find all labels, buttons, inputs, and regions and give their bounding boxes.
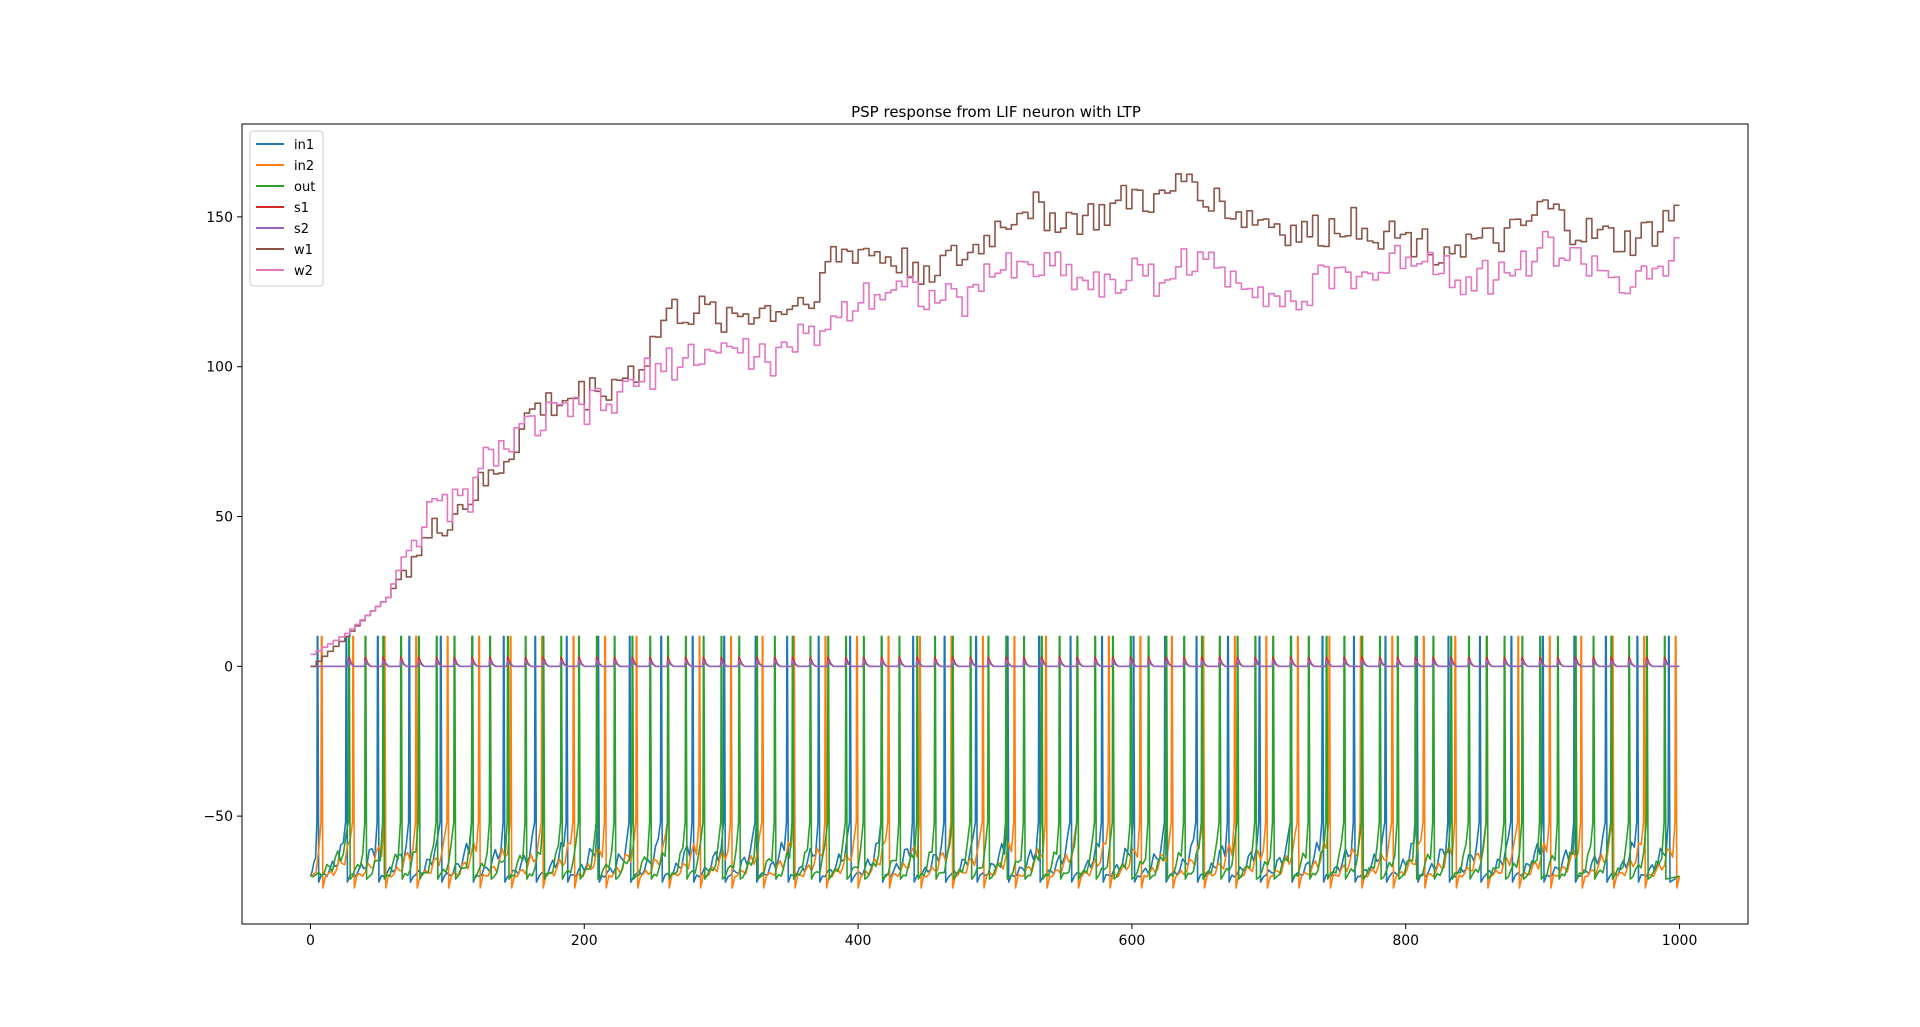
- x-tick-label: 1000: [1662, 933, 1698, 949]
- legend-label-s2: s2: [294, 222, 309, 237]
- legend-label-s1: s1: [294, 201, 309, 216]
- plot-series: [309, 173, 1681, 889]
- y-tick-label: −50: [203, 809, 233, 825]
- series-line-s2: [310, 659, 1680, 668]
- y-tick-label: 50: [215, 510, 233, 526]
- legend-label-in2: in2: [294, 159, 314, 174]
- x-tick-label: 800: [1392, 933, 1419, 949]
- series-line-out: [310, 635, 1680, 880]
- x-tick-label: 200: [571, 933, 598, 949]
- chart-title: PSP response from LIF neuron with LTP: [851, 103, 1141, 121]
- legend-label-out: out: [294, 180, 315, 195]
- series-line-w1: [310, 173, 1680, 668]
- x-tick-label: 400: [845, 933, 872, 949]
- legend-label-w1: w1: [294, 243, 313, 258]
- series-line-in2: [310, 635, 1681, 889]
- x-tick-label: 0: [306, 933, 315, 949]
- legend-label-w2: w2: [294, 264, 313, 279]
- axes: 0 200 400 600 800 1000 −50 0 50 100 150: [203, 210, 1697, 949]
- legend-label-in1: in1: [294, 138, 314, 153]
- series-line-w2: [310, 230, 1680, 656]
- y-tick-label: 0: [224, 659, 233, 675]
- y-tick-label: 150: [206, 210, 233, 226]
- plot-frame: [241, 123, 1749, 925]
- legend-box: [249, 130, 324, 287]
- y-tick-label: 100: [206, 360, 233, 376]
- legend: in1 in2 out s1 s2 w1 w2: [249, 130, 324, 287]
- x-tick-label: 600: [1119, 933, 1146, 949]
